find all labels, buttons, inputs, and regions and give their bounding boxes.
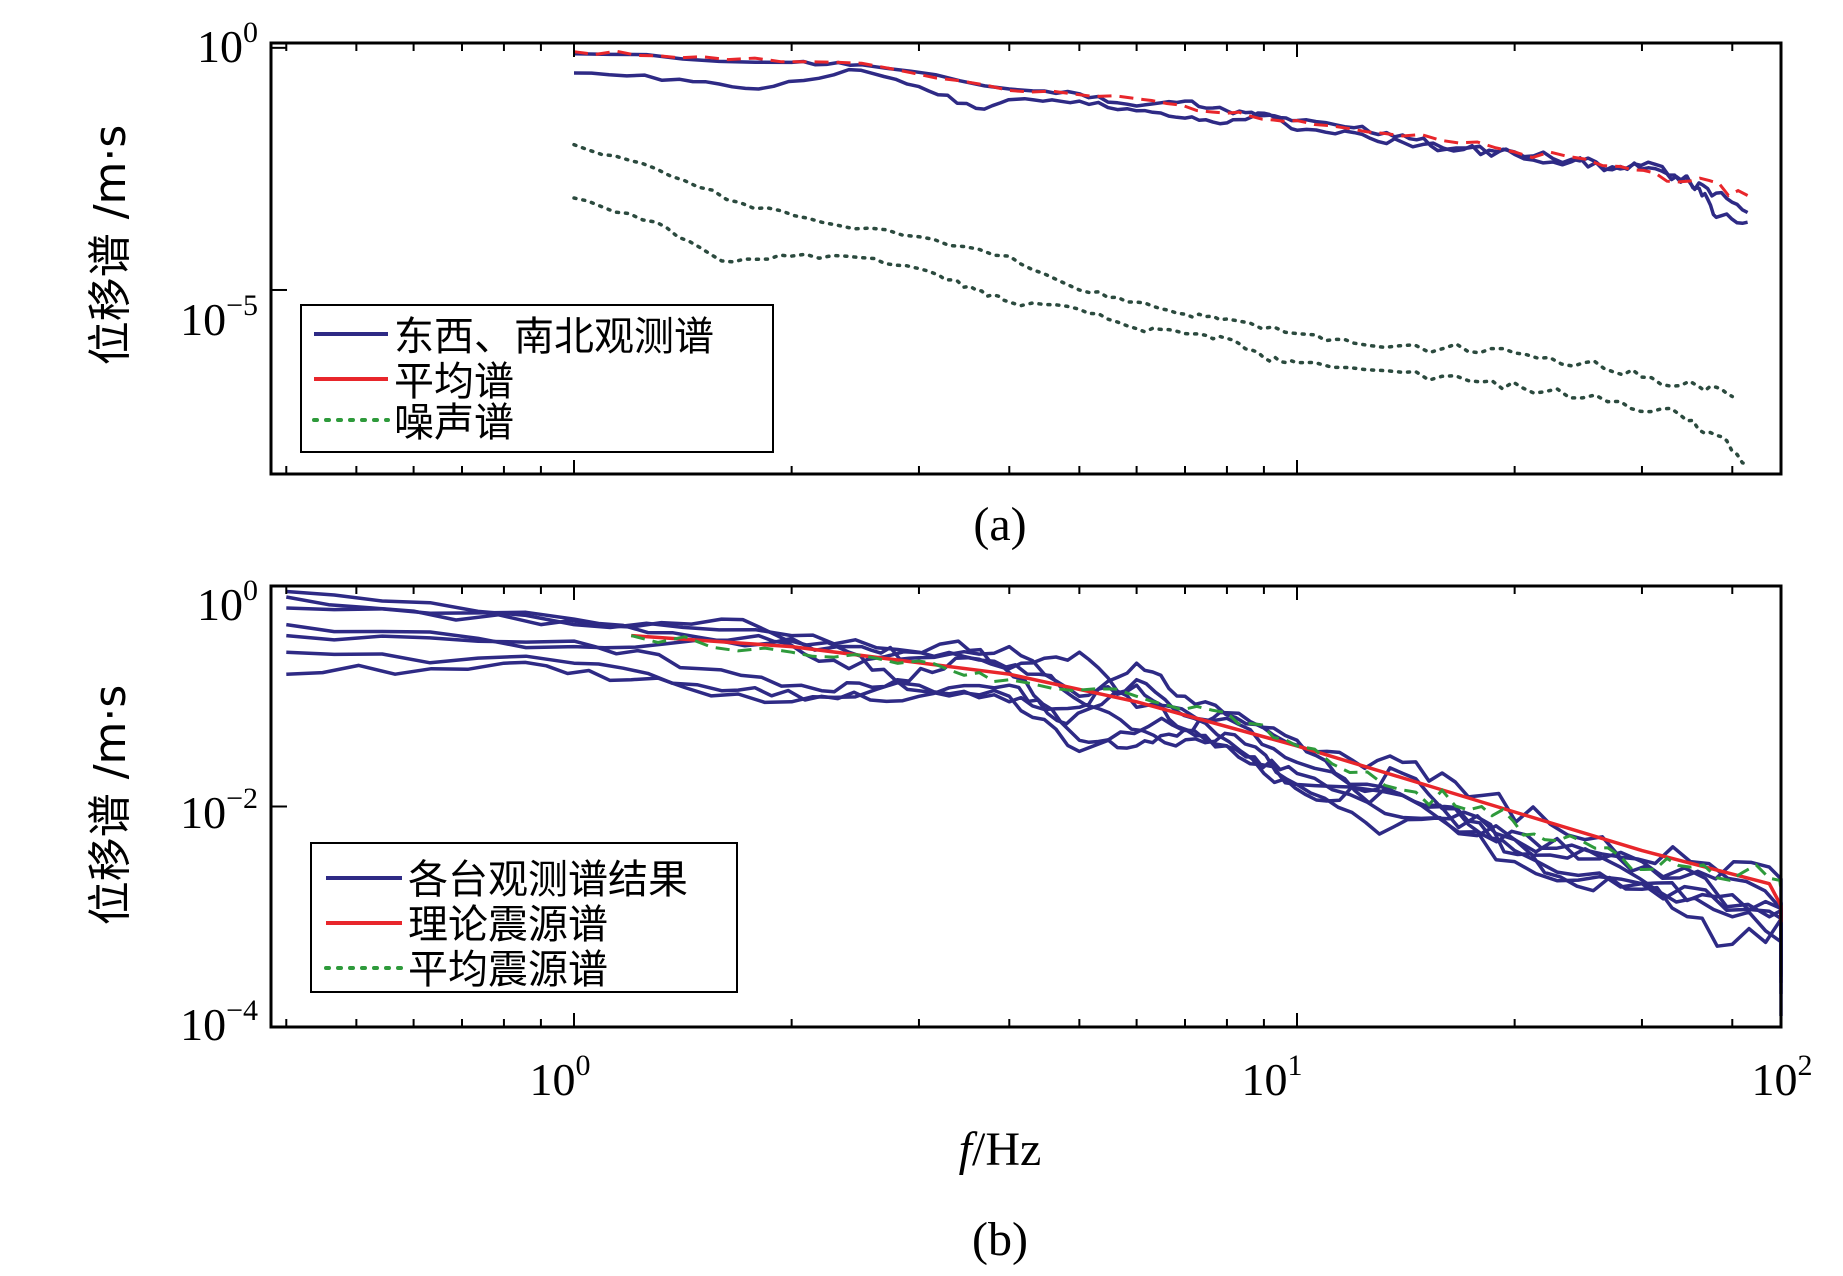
panel-b-xlabel: f/Hz [959, 1123, 1042, 1176]
panel-b-legend-label-2: 平均震源谱 [408, 947, 608, 993]
panel-a-ticks [271, 43, 1734, 474]
panel-a-legend-label-0: 东西、南北观测谱 [394, 314, 714, 360]
panel-b-xtick-0: 100 [530, 1049, 591, 1105]
panel-a-series-3 [572, 142, 1735, 399]
panel-b-ytick-1: 10−2 [180, 782, 258, 838]
panel-b-xtick-1: 101 [1242, 1049, 1303, 1105]
panel-a-legend-label-2: 噪声谱 [394, 400, 514, 446]
panel-b-series-8 [630, 634, 1783, 932]
panel-b-legend-box [310, 842, 738, 993]
panel-b-legend: 各台观测谱结果 理论震源谱 平均震源谱 [310, 842, 738, 993]
panel-b-legend-label-1: 理论震源谱 [408, 902, 608, 948]
panel-b: 100 10−2 10−4 100 101 102 位移谱 /m·s f/Hz … [85, 574, 1813, 1266]
panel-b-series-5 [286, 660, 1783, 1016]
panel-b-ticks [271, 585, 1734, 1028]
panel-b-series-1 [286, 606, 1783, 966]
panel-b-series-2 [286, 622, 1783, 983]
panel-b-label: (b) [972, 1213, 1028, 1266]
panel-b-ytick-0: 100 [197, 574, 258, 630]
panel-a: 100 10−5 位移谱 /m·s 东西、南北观测谱 平均谱 噪声谱 (a) [85, 16, 1783, 551]
panel-a-ytick-0: 100 [197, 16, 258, 72]
panel-a-series-2 [573, 49, 1749, 198]
panel-a-legend-label-1: 平均谱 [394, 359, 514, 405]
panel-a-label: (a) [973, 498, 1026, 551]
panel-a-ylabel: 位移谱 /m·s [85, 125, 136, 366]
panel-b-xtick-2: 102 [1752, 1049, 1813, 1105]
panel-b-ytick-2: 10−4 [180, 994, 258, 1050]
panel-b-legend-label-0: 各台观测谱结果 [408, 857, 688, 903]
panel-b-ylabel: 位移谱 /m·s [85, 685, 136, 926]
panel-a-legend: 东西、南北观测谱 平均谱 噪声谱 [300, 304, 774, 453]
panel-a-series-4 [572, 196, 1750, 467]
panel-a-frame [269, 41, 1783, 476]
panel-a-series-0 [573, 51, 1749, 215]
panel-a-series-1 [573, 67, 1748, 226]
panel-b-series-6 [286, 633, 1783, 994]
panel-a-ytick-1: 10−5 [180, 289, 258, 345]
panel-a-lines [572, 49, 1750, 467]
